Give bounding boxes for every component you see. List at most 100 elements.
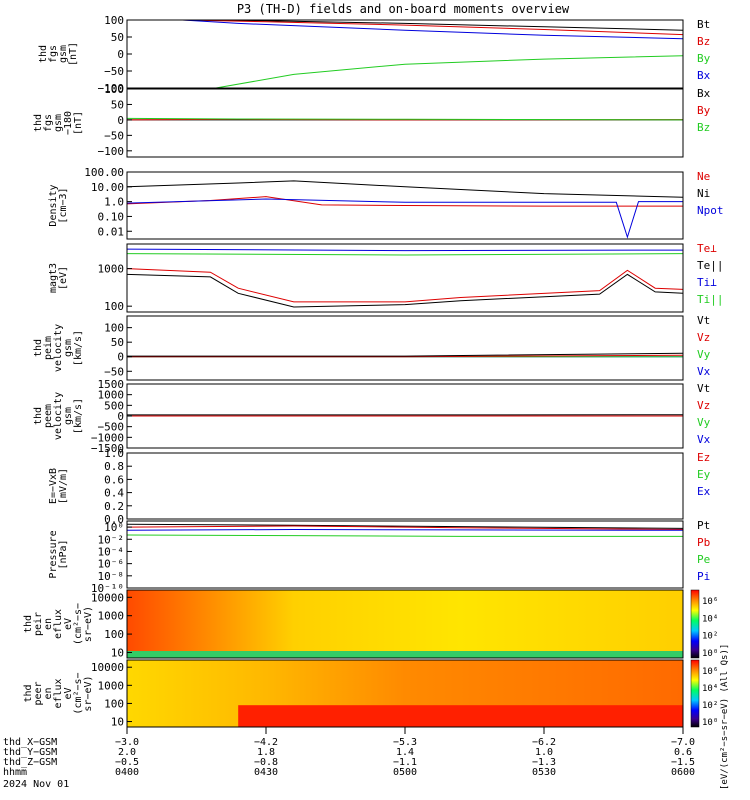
panel-1: 100 50 0 −50 −100 thd fgs gsm [nT] Bt Bz By Bx: [38, 14, 711, 95]
y-tick-label: 0.4: [104, 487, 124, 500]
y-axis-label: thd: [33, 114, 44, 132]
y-tick-label: 0.10: [98, 210, 125, 223]
y-tick-label: 100: [104, 83, 124, 96]
x-row-label: hhmm: [3, 767, 27, 778]
legend-entry: Ex: [697, 485, 711, 498]
y-tick-label: 1000: [98, 389, 125, 402]
legend-entry: Ti||: [697, 293, 724, 306]
legend-entry: Ey: [697, 468, 711, 481]
legend-entry: Bz: [697, 121, 710, 134]
legend-entry: Pe: [697, 553, 710, 566]
series-pi-line: [126, 528, 684, 531]
series-ne-line: [126, 196, 683, 207]
y-tick-label: 1500: [98, 378, 125, 391]
y-tick-label: 1.0: [104, 447, 124, 460]
y-axis-label: eV: [63, 687, 74, 699]
y-tick-label: 10000: [91, 591, 124, 604]
legend-entry: Bt: [697, 18, 710, 31]
y-axis-label: fgs: [48, 45, 59, 63]
x-row-label: thd_Y−GSM: [3, 747, 57, 758]
y-tick-label: −50: [104, 65, 124, 78]
y-axis-label: peem: [43, 404, 54, 428]
x-row-label: thd_Z−GSM: [3, 757, 57, 768]
y-tick-label: 0: [117, 114, 124, 127]
y-axis-label: sr−eV): [83, 675, 94, 711]
y-tick-label: 10⁻⁴: [98, 545, 125, 558]
y-tick-label: −1500: [91, 442, 124, 455]
x-tick-label: 0430: [254, 767, 278, 778]
x-tick-label: 0500: [393, 767, 417, 778]
y-axis-label: (cm²−s−: [73, 603, 84, 645]
y-tick-label: 10⁰: [104, 521, 124, 534]
colorbar-tick-label: 10²: [702, 632, 718, 642]
y-tick-label: 1.0: [104, 196, 124, 209]
legend-entry: Ti⊥: [697, 276, 717, 289]
series-te-line: [126, 268, 684, 303]
y-axis-label: gsm: [53, 114, 64, 132]
y-tick-label: 100.00: [84, 166, 124, 179]
panel-3: 100.00 10.00 1.00.10 0.01 Density [cm−3] Ne Ni N…: [48, 166, 724, 240]
y-tick-label: 0: [117, 48, 124, 61]
colorbar-tick-label: 10⁴: [702, 614, 718, 624]
y-tick-label: 1000: [98, 263, 125, 276]
x-tick-label: 0400: [115, 767, 139, 778]
y-tick-label: 10⁻¹⁰: [91, 582, 124, 595]
y-tick-label: 50: [111, 31, 124, 44]
y-tick-label: −500: [98, 421, 125, 434]
panel-2: 100 50 0 −50 −100 thd fgs gsm −180 [nT] Bx By Bz: [33, 83, 711, 158]
y-tick-label: 1000: [98, 679, 125, 692]
y-axis-label: [nT]: [68, 42, 79, 66]
y-tick-label: 10000: [91, 661, 124, 674]
y-tick-label: 0: [117, 410, 124, 423]
legend-entry: Ne: [697, 170, 710, 183]
series-bz-line: [126, 117, 684, 121]
x-row-label: thd_X−GSM: [3, 737, 57, 748]
colorbar-tick-label: 10⁰: [702, 718, 718, 728]
y-tick-label: −100: [98, 145, 125, 158]
y-axis-label: thd: [33, 407, 44, 425]
y-tick-label: 0.2: [104, 500, 124, 513]
panel-frame: [126, 315, 684, 381]
y-axis-label: magt3: [48, 263, 59, 293]
x-tick-label: 1.8: [257, 747, 275, 758]
y-axis-label: sr−eV): [83, 606, 94, 642]
y-tick-label: 50: [111, 336, 124, 349]
y-tick-label: 0.01: [98, 225, 125, 238]
y-tick-label: 100: [104, 14, 124, 27]
legend-entry: Bx: [697, 87, 711, 100]
legend-entry: Npot: [697, 204, 724, 217]
x-tick-label: −6.2: [532, 737, 556, 748]
y-axis-label: gsm: [63, 339, 74, 357]
spectrogram-band: [127, 651, 683, 658]
legend-entry: Te⊥: [697, 242, 717, 255]
legend-entry: Pi: [697, 570, 710, 583]
legend-entry: Vz: [697, 399, 710, 412]
panel-4: 1000 100 magt3 [eV] Te⊥ Te|| Ti⊥ Ti||: [48, 242, 724, 313]
y-axis-label: peim: [43, 336, 54, 360]
x-tick-label: −0.8: [254, 757, 278, 768]
panel-frame: [126, 589, 684, 659]
x-tick-label: −7.0: [671, 737, 695, 748]
x-tick-label: 0530: [532, 767, 556, 778]
y-tick-label: 100: [104, 628, 124, 641]
series-vz-line: [127, 354, 684, 358]
colorbar-tick-label: 10⁰: [702, 649, 718, 659]
series-pb-line: [126, 525, 684, 530]
y-axis-label: [km/s]: [73, 330, 84, 366]
legend-entry: Vt: [697, 314, 710, 327]
y-axis-label: [nT]: [73, 111, 84, 135]
colorbar-tick-label: 10⁶: [702, 597, 718, 607]
y-axis-label: thd: [33, 339, 44, 357]
y-axis-label: eflux: [53, 678, 64, 708]
legend-entry: Vy: [697, 348, 711, 361]
y-axis-label: en: [43, 687, 54, 699]
y-axis-label: Density: [48, 184, 59, 226]
x-tick-label: 2.0: [118, 747, 136, 758]
colorbar-label: [eV/(cm²−s−sr−eV) (All Qs)]: [720, 644, 730, 790]
legend-entry: Te||: [697, 259, 724, 272]
colorbar-tick-label: 10⁴: [702, 684, 718, 694]
y-axis-label: eflux: [53, 609, 64, 639]
